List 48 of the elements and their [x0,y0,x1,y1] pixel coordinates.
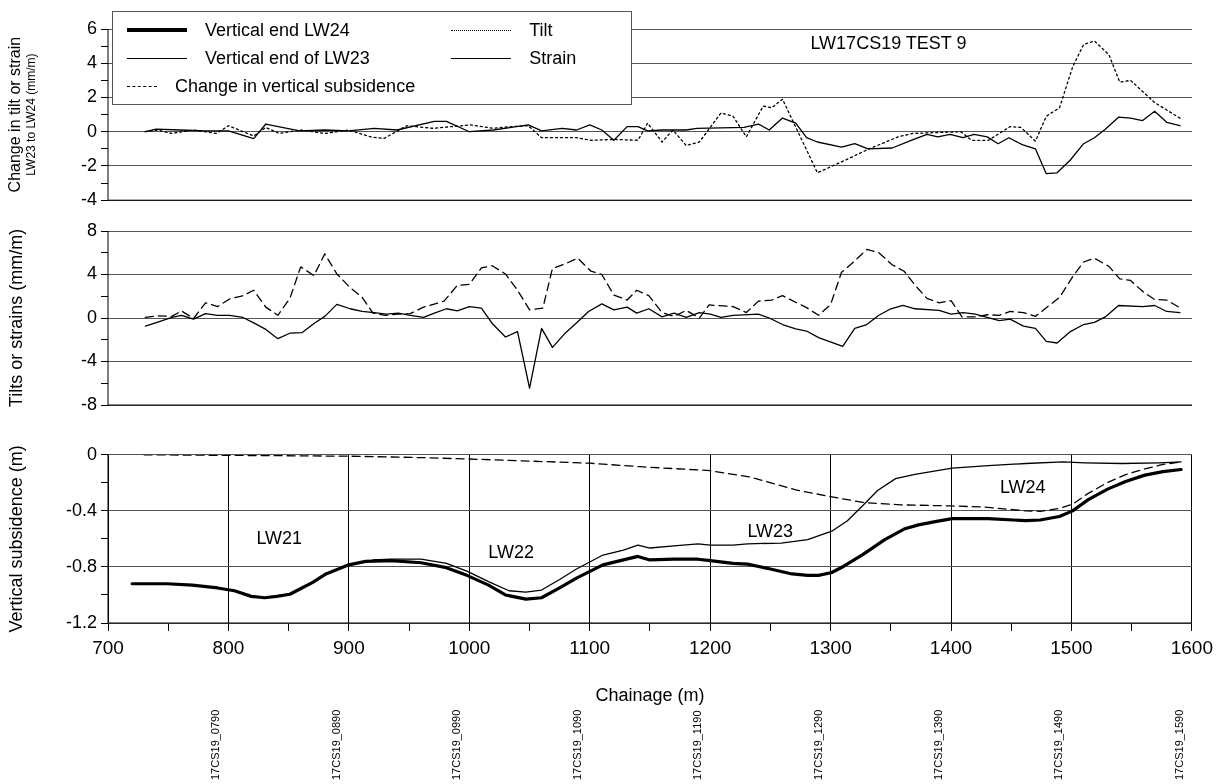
text: 17CS19_1390 [932,709,945,780]
annotation: LW21 [256,527,303,548]
annotation: LW24 [999,477,1046,498]
legend-label: Strain [529,47,577,69]
y-tick-label: 0 [86,120,97,141]
text: 17CS19_1090 [570,709,583,780]
y-axis-title: Tilts or strains (mm/m) [6,228,26,408]
text: 17CS19_1290 [811,709,824,780]
y-tick-label: -2 [80,154,97,175]
y-tick-label: -8 [80,393,97,414]
x-tick-label: 1200 [689,636,732,658]
x-tick-label: 1000 [448,636,491,658]
y-tick-label: 2 [86,86,97,107]
annotation: LW23 [747,520,794,541]
annotation: LW17CS19 TEST 9 [810,33,967,54]
x-tick-label: 700 [92,636,124,658]
y-tick-label: -0.4 [65,499,97,520]
y-tick-label: 8 [86,219,97,240]
y-tick-label: 0 [86,443,97,464]
y-axis-title: Change in tilt or strain LW23 to LW24 (mm/m) [6,36,38,193]
text: 17CS19_1190 [691,710,704,780]
x-tick-label: 1100 [569,636,611,658]
y-tick-label: 4 [86,52,97,73]
x-tick-label: 900 [333,636,365,658]
x-tick-label: 800 [212,636,245,658]
legend-label: Tilt [529,19,553,41]
legend-label: Change in vertical subsidence [175,75,416,97]
y-tick-label: 6 [86,17,97,38]
text: 17CS19_0890 [329,709,342,780]
annotation: LW22 [488,541,535,562]
y-tick-label: -4 [80,350,97,371]
text: 17CS19_1590 [1172,709,1185,780]
x-tick-label: 1600 [1170,636,1214,658]
legend-label: Vertical end of LW23 [205,47,370,69]
x-tick-label: 1300 [809,636,852,658]
legend-label: Vertical end LW24 [205,19,350,41]
y-tick-label: 0 [86,306,97,327]
y-tick-label: -0.8 [65,555,97,576]
text: 17CS19_0990 [450,709,463,780]
x-axis-title: Chainage (m) [595,685,705,705]
y-tick-label: 4 [86,263,97,284]
text: 17CS19_1490 [1052,709,1065,780]
x-tick-label: 1400 [929,636,973,658]
x-tick-label: 1500 [1050,636,1093,658]
y-axis-title: Vertical subsidence (m) [6,445,26,633]
y-tick-label: -4 [80,189,97,210]
text: 17CS19_0790 [209,709,222,780]
y-tick-label: -1.2 [65,611,97,632]
